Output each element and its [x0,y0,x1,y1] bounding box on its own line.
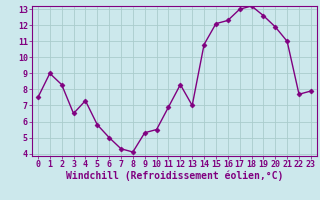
X-axis label: Windchill (Refroidissement éolien,°C): Windchill (Refroidissement éolien,°C) [66,171,283,181]
